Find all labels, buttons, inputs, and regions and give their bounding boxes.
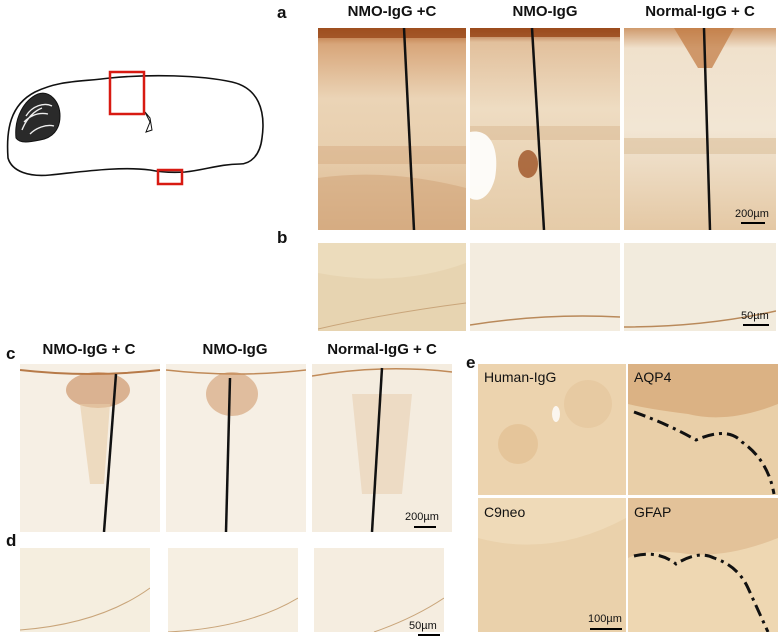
micrograph-e-c9neo bbox=[478, 498, 626, 632]
micrograph-d2 bbox=[168, 548, 298, 632]
row-a-title-3: Normal-IgG + C bbox=[645, 3, 755, 20]
micrograph-c1 bbox=[20, 364, 160, 532]
row-a-title-1: NMO-IgG +C bbox=[347, 3, 437, 20]
micrograph-d3 bbox=[314, 548, 444, 632]
scale-bar-c bbox=[414, 526, 436, 528]
panel-label-b: b bbox=[277, 228, 288, 247]
micrograph-b1 bbox=[318, 243, 466, 331]
scale-label-c: 200µm bbox=[405, 511, 439, 523]
label-gfap: GFAP bbox=[634, 504, 672, 520]
micrograph-b2 bbox=[470, 243, 620, 331]
panel-label-e: e bbox=[466, 353, 476, 372]
label-c9neo: C9neo bbox=[484, 504, 526, 520]
micrograph-e-gfap bbox=[628, 498, 778, 632]
scale-label-e: 100µm bbox=[588, 613, 622, 625]
micrograph-e-human-igg bbox=[478, 364, 626, 495]
label-aqp4: AQP4 bbox=[634, 369, 672, 385]
row-c-title-1: NMO-IgG + C bbox=[42, 341, 136, 358]
label-human-igg: Human-IgG bbox=[484, 369, 557, 385]
micrograph-b3 bbox=[624, 243, 776, 331]
micrograph-d1 bbox=[20, 548, 150, 632]
scale-label-b: 50µm bbox=[741, 310, 769, 322]
scale-bar-e bbox=[590, 628, 622, 630]
panel-label-c: c bbox=[6, 344, 16, 363]
panel-label-a: a bbox=[277, 3, 287, 22]
scale-label-a: 200µm bbox=[735, 208, 769, 220]
micrograph-a3 bbox=[624, 28, 776, 230]
brain-schematic bbox=[0, 60, 270, 200]
row-a-title-2: NMO-IgG bbox=[512, 3, 578, 20]
micrograph-e-aqp4 bbox=[628, 364, 778, 495]
micrograph-c2 bbox=[166, 364, 306, 532]
scale-bar-a bbox=[741, 222, 765, 224]
scale-bar-b bbox=[743, 324, 769, 326]
micrograph-c3 bbox=[312, 364, 452, 532]
scale-bar-d bbox=[418, 634, 440, 636]
scale-label-d: 50µm bbox=[409, 620, 437, 632]
panel-label-d: d bbox=[6, 531, 17, 550]
micrograph-a2 bbox=[470, 28, 620, 230]
row-c-title-2: NMO-IgG bbox=[202, 341, 268, 358]
micrograph-a1 bbox=[318, 28, 466, 230]
row-c-title-3: Normal-IgG + C bbox=[327, 341, 437, 358]
